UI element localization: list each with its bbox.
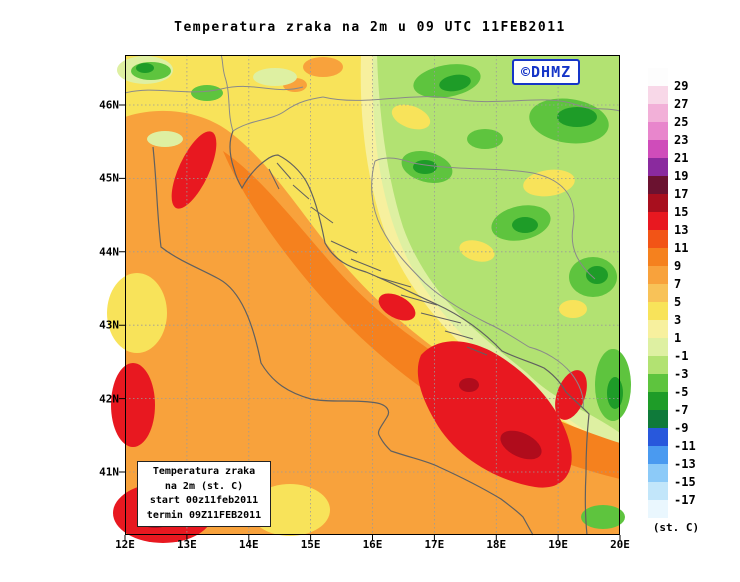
colorbar-segment <box>648 320 668 338</box>
colorbar-label: 21 <box>674 151 689 165</box>
colorbar-label: -11 <box>674 439 696 453</box>
colorbar-label: 17 <box>674 187 689 201</box>
colorbar-segment <box>648 158 668 176</box>
colorbar-label: 15 <box>674 205 689 219</box>
colorbar-segment <box>648 176 668 194</box>
x-tick-label: 17E <box>424 538 445 551</box>
colorbar-label: 13 <box>674 223 689 237</box>
colorbar-label: -5 <box>674 385 689 399</box>
colorbar-segment <box>648 194 668 212</box>
colorbar-label: 5 <box>674 295 682 309</box>
colorbar-label: -15 <box>674 475 696 489</box>
colorbar-segment <box>648 500 668 518</box>
map-area: ©DHMZ Temperatura zraka na 2m (st. C) star… <box>107 54 631 543</box>
x-tick-label: 14E <box>238 538 259 551</box>
y-tick-label: 42N <box>99 392 119 406</box>
page-title: Temperatura zraka na 2m u 09 UTC 11FEB20… <box>174 20 566 35</box>
colorbar-label: 19 <box>674 169 689 183</box>
colorbar-label: 27 <box>674 97 689 111</box>
axis-ticks <box>119 104 621 541</box>
colorbar-label: -17 <box>674 493 696 507</box>
colorbar-segment <box>648 482 668 500</box>
colorbar-segment <box>648 86 668 104</box>
colorbar-label: 3 <box>674 313 682 327</box>
colorbar-segment <box>648 428 668 446</box>
colorbar-segment <box>648 266 668 284</box>
colorbar-segment <box>648 392 668 410</box>
coastline <box>152 130 590 536</box>
colorbar-label: 7 <box>674 277 682 291</box>
colorbar-segment <box>648 140 668 158</box>
run-info-line: na 2m (st. C) <box>164 480 244 492</box>
colorbar-label: 23 <box>674 133 689 147</box>
dhmz-logo: ©DHMZ <box>512 59 581 85</box>
colorbar-segment <box>648 338 668 356</box>
map-frame <box>125 55 620 535</box>
y-tick-label: 45N <box>99 171 119 185</box>
run-info-lines: Temperatura zraka na 2m (st. C) start 00z1… <box>140 465 268 523</box>
y-tick-label: 43N <box>99 318 119 332</box>
colorbar-label: -9 <box>674 421 689 435</box>
x-tick-label: 20E <box>610 538 630 551</box>
x-tick-label: 15E <box>300 538 321 551</box>
colorbar-label: -7 <box>674 403 689 417</box>
colorbar-segment <box>648 68 668 86</box>
colorbar-segment <box>648 410 668 428</box>
colorbar-segment <box>648 356 668 374</box>
x-tick-label: 12E <box>115 538 135 551</box>
x-tick-label: 13E <box>176 538 197 551</box>
run-info-box: Temperatura zraka na 2m (st. C) start 00z1… <box>137 461 271 527</box>
run-info-line: Temperatura zraka <box>152 466 256 477</box>
colorbar-segment <box>648 284 668 302</box>
colorbar-label: 25 <box>674 115 689 129</box>
colorbar-segments <box>648 68 668 518</box>
colorbar: 29 27 25 23 21 19 17 15 13 11 9 7 5 3 1 -1 -3 -5 -7 -9 -11 -1… <box>648 68 738 528</box>
x-tick-label: 16E <box>362 538 383 551</box>
colorbar-label: 1 <box>674 331 682 345</box>
colorbar-segment <box>648 374 668 392</box>
y-axis: 46N 45N 44N 43N 42N 41N <box>85 55 119 535</box>
x-tick-label: 19E <box>548 538 569 551</box>
colorbar-segment <box>648 302 668 320</box>
colorbar-segment <box>648 446 668 464</box>
colorbar-label: -1 <box>674 349 689 363</box>
island-outlines <box>268 162 488 356</box>
country-borders <box>124 54 621 410</box>
grid-lines <box>125 55 620 535</box>
colorbar-segment <box>648 248 668 266</box>
colorbar-segment <box>648 230 668 248</box>
colorbar-label: -3 <box>674 367 689 381</box>
colorbar-segment <box>648 122 668 140</box>
colorbar-segment <box>648 104 668 122</box>
colorbar-label: -13 <box>674 457 696 471</box>
y-tick-label: 46N <box>99 98 119 112</box>
run-info-line: termin 09Z11FEB2011 <box>146 509 262 521</box>
colorbar-segment <box>648 464 668 482</box>
colorbar-unit-label: (st. C) <box>652 521 700 534</box>
dhmz-logo-text: ©DHMZ <box>521 63 572 81</box>
y-tick-label: 44N <box>99 245 119 259</box>
colorbar-segment <box>648 212 668 230</box>
run-info-line: start 00z11feb2011 <box>149 495 259 506</box>
x-axis: 12E 13E 14E 15E 16E 17E 18E 19E 20E <box>115 538 630 554</box>
x-tick-label: 18E <box>486 538 507 551</box>
y-tick-label: 41N <box>99 465 119 479</box>
colorbar-label: 29 <box>674 79 689 93</box>
colorbar-label: 11 <box>674 241 689 255</box>
colorbar-label: 9 <box>674 259 682 273</box>
